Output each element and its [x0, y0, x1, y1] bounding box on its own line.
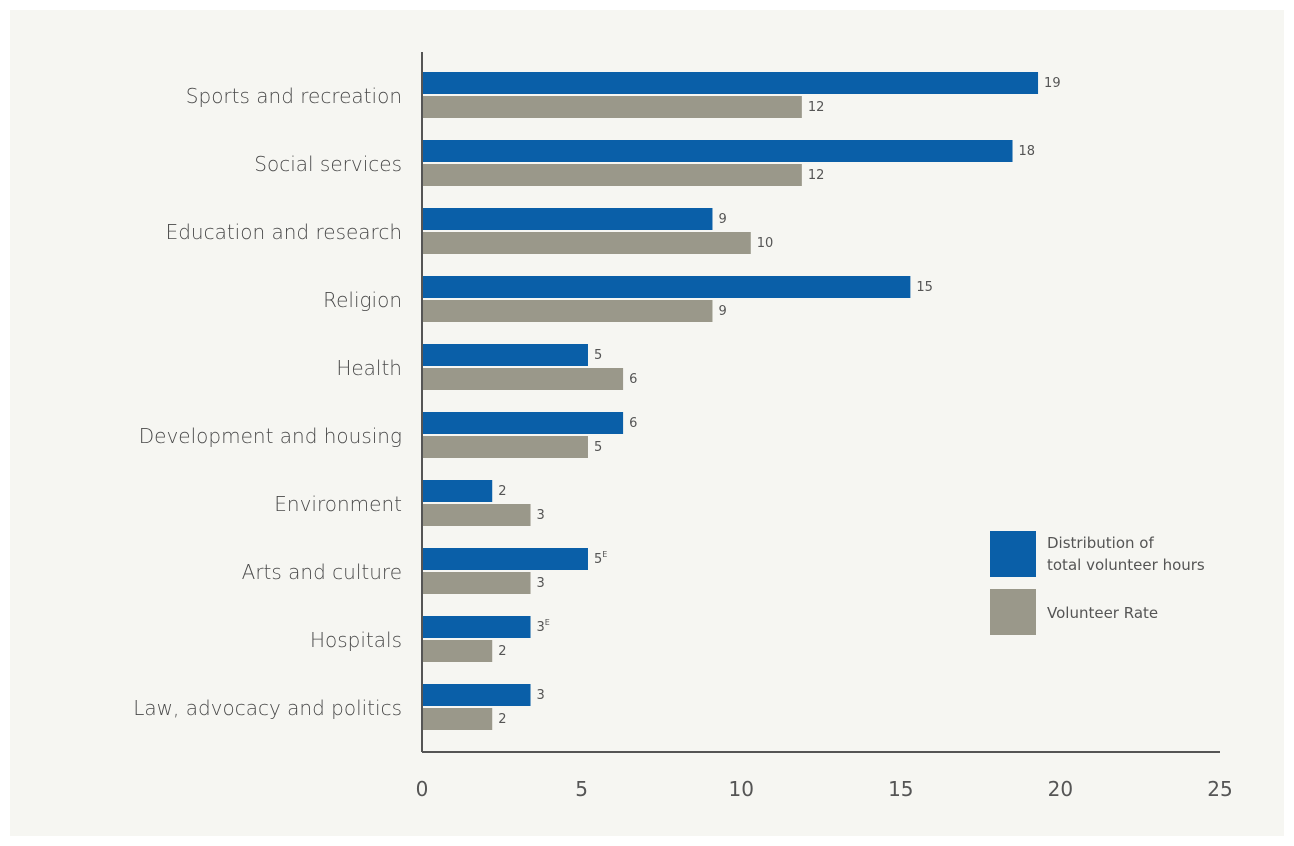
legend-swatch — [990, 589, 1036, 635]
category-label: Law, advocacy and politics — [133, 696, 402, 720]
category-label: Development and housing — [139, 424, 402, 448]
bar — [422, 276, 911, 298]
category-label: Arts and culture — [242, 560, 402, 584]
bar — [422, 72, 1039, 94]
bar — [422, 368, 624, 390]
legend-swatch — [990, 531, 1036, 577]
category-label: Environment — [274, 492, 402, 516]
bar-value-label: 9 — [718, 212, 726, 227]
bar-value-label: 18 — [1019, 144, 1036, 159]
legend-label: Volunteer Rate — [1047, 604, 1158, 622]
x-tick-label: 10 — [728, 777, 753, 801]
bar-value-label: 15 — [916, 280, 933, 295]
bar — [422, 140, 1013, 162]
legend-label: total volunteer hours — [1047, 556, 1205, 574]
x-tick-label: 20 — [1048, 777, 1073, 801]
category-label: Sports and recreation — [186, 84, 402, 108]
bar — [422, 548, 588, 570]
bar — [422, 232, 751, 254]
bar-value-label: 2 — [498, 484, 506, 499]
bar — [422, 480, 493, 502]
bar-value-label: 12 — [808, 100, 825, 115]
bar-value-label: 6 — [629, 372, 637, 387]
category-label: Health — [336, 356, 402, 380]
bar-value-label: 3E — [537, 618, 550, 635]
bar — [422, 300, 713, 322]
bar-value-label: 5E — [594, 550, 607, 567]
bar-value-label: 5 — [594, 440, 602, 455]
x-tick-label: 25 — [1207, 777, 1232, 801]
bar-value-label: 3 — [537, 576, 545, 591]
bar — [422, 96, 802, 118]
category-label: Religion — [323, 288, 402, 312]
bar — [422, 412, 624, 434]
bar-value-label: 19 — [1044, 76, 1061, 91]
bar — [422, 344, 588, 366]
x-tick-label: 5 — [575, 777, 588, 801]
x-tick-label: 15 — [888, 777, 913, 801]
bar-value-label: 2 — [498, 644, 506, 659]
bar-value-label: 6 — [629, 416, 637, 431]
bar-value-label: 12 — [808, 168, 825, 183]
category-label: Hospitals — [310, 628, 402, 652]
bar-value-label: 2 — [498, 712, 506, 727]
estimate-flag: E — [545, 618, 550, 627]
bar-value-label: 5 — [594, 348, 602, 363]
legend-label: Distribution of — [1047, 534, 1154, 552]
bar — [422, 640, 493, 662]
category-label: Education and research — [166, 220, 402, 244]
bar — [422, 164, 802, 186]
bar — [422, 208, 713, 230]
bar-value-label: 3 — [537, 508, 545, 523]
bar-value-label: 9 — [718, 304, 726, 319]
category-label: Social services — [254, 152, 402, 176]
bar — [422, 708, 493, 730]
bar-value-label: 3 — [537, 688, 545, 703]
bar — [422, 616, 531, 638]
bar — [422, 504, 531, 526]
bar — [422, 684, 531, 706]
estimate-flag: E — [602, 550, 607, 559]
x-tick-label: 0 — [416, 777, 429, 801]
bar — [422, 572, 531, 594]
bar — [422, 436, 588, 458]
bar-value-label: 10 — [757, 236, 774, 251]
